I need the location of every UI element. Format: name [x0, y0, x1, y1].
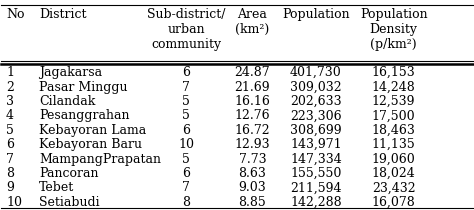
Text: 16,078: 16,078: [372, 196, 416, 209]
Text: Population: Population: [282, 8, 350, 21]
Text: 16.16: 16.16: [234, 95, 270, 108]
Text: 143,971: 143,971: [290, 138, 342, 151]
Text: 17,500: 17,500: [372, 109, 416, 122]
Text: 308,699: 308,699: [290, 124, 342, 137]
Text: 5: 5: [182, 152, 190, 165]
Text: Area
(km²): Area (km²): [235, 8, 269, 36]
Text: 8.85: 8.85: [238, 196, 266, 209]
Text: Cilandak: Cilandak: [39, 95, 95, 108]
Text: 5: 5: [6, 124, 14, 137]
Text: Pasar Minggu: Pasar Minggu: [39, 80, 128, 93]
Text: District: District: [39, 8, 87, 21]
Text: 9: 9: [6, 181, 14, 194]
Text: 7.73: 7.73: [238, 152, 266, 165]
Text: 223,306: 223,306: [290, 109, 342, 122]
Text: 10: 10: [6, 196, 22, 209]
Text: 2: 2: [6, 80, 14, 93]
Text: 18,463: 18,463: [372, 124, 416, 137]
Text: 211,594: 211,594: [290, 181, 342, 194]
Text: Jagakarsa: Jagakarsa: [39, 66, 102, 79]
Text: 6: 6: [6, 138, 14, 151]
Text: 147,334: 147,334: [290, 152, 342, 165]
Text: Pancoran: Pancoran: [39, 167, 99, 180]
Text: No: No: [6, 8, 25, 21]
Text: 21.69: 21.69: [235, 80, 270, 93]
Text: 11,135: 11,135: [372, 138, 416, 151]
Text: 7: 7: [6, 152, 14, 165]
Text: 24.87: 24.87: [235, 66, 270, 79]
Text: Kebayoran Baru: Kebayoran Baru: [39, 138, 142, 151]
Text: 18,024: 18,024: [372, 167, 416, 180]
Text: 8.63: 8.63: [238, 167, 266, 180]
Text: 155,550: 155,550: [290, 167, 342, 180]
Text: 12,539: 12,539: [372, 95, 415, 108]
Text: 12.76: 12.76: [235, 109, 270, 122]
Text: 142,288: 142,288: [290, 196, 342, 209]
Text: 5: 5: [182, 109, 190, 122]
Text: 401,730: 401,730: [290, 66, 342, 79]
Text: 12.93: 12.93: [235, 138, 270, 151]
Text: 10: 10: [178, 138, 194, 151]
Text: 8: 8: [6, 167, 14, 180]
Text: Kebayoran Lama: Kebayoran Lama: [39, 124, 146, 137]
Text: Tebet: Tebet: [39, 181, 74, 194]
Text: 202,633: 202,633: [290, 95, 342, 108]
Text: 1: 1: [6, 66, 14, 79]
Text: Population
Density
(p/km²): Population Density (p/km²): [360, 8, 428, 51]
Text: Pesanggrahan: Pesanggrahan: [39, 109, 129, 122]
Text: 14,248: 14,248: [372, 80, 416, 93]
Text: 7: 7: [182, 181, 190, 194]
Text: 3: 3: [6, 95, 14, 108]
Text: MampangPrapatan: MampangPrapatan: [39, 152, 161, 165]
Text: 309,032: 309,032: [290, 80, 342, 93]
Text: 7: 7: [182, 80, 190, 93]
Text: 16,153: 16,153: [372, 66, 416, 79]
Text: 6: 6: [182, 124, 191, 137]
Text: 4: 4: [6, 109, 14, 122]
Text: Setiabudi: Setiabudi: [39, 196, 100, 209]
Text: 6: 6: [182, 167, 191, 180]
Text: Sub-district/
urban
community: Sub-district/ urban community: [147, 8, 226, 51]
Text: 16.72: 16.72: [235, 124, 270, 137]
Text: 19,060: 19,060: [372, 152, 416, 165]
Text: 8: 8: [182, 196, 191, 209]
Text: 9.03: 9.03: [238, 181, 266, 194]
Text: 23,432: 23,432: [372, 181, 416, 194]
Text: 5: 5: [182, 95, 190, 108]
Text: 6: 6: [182, 66, 191, 79]
